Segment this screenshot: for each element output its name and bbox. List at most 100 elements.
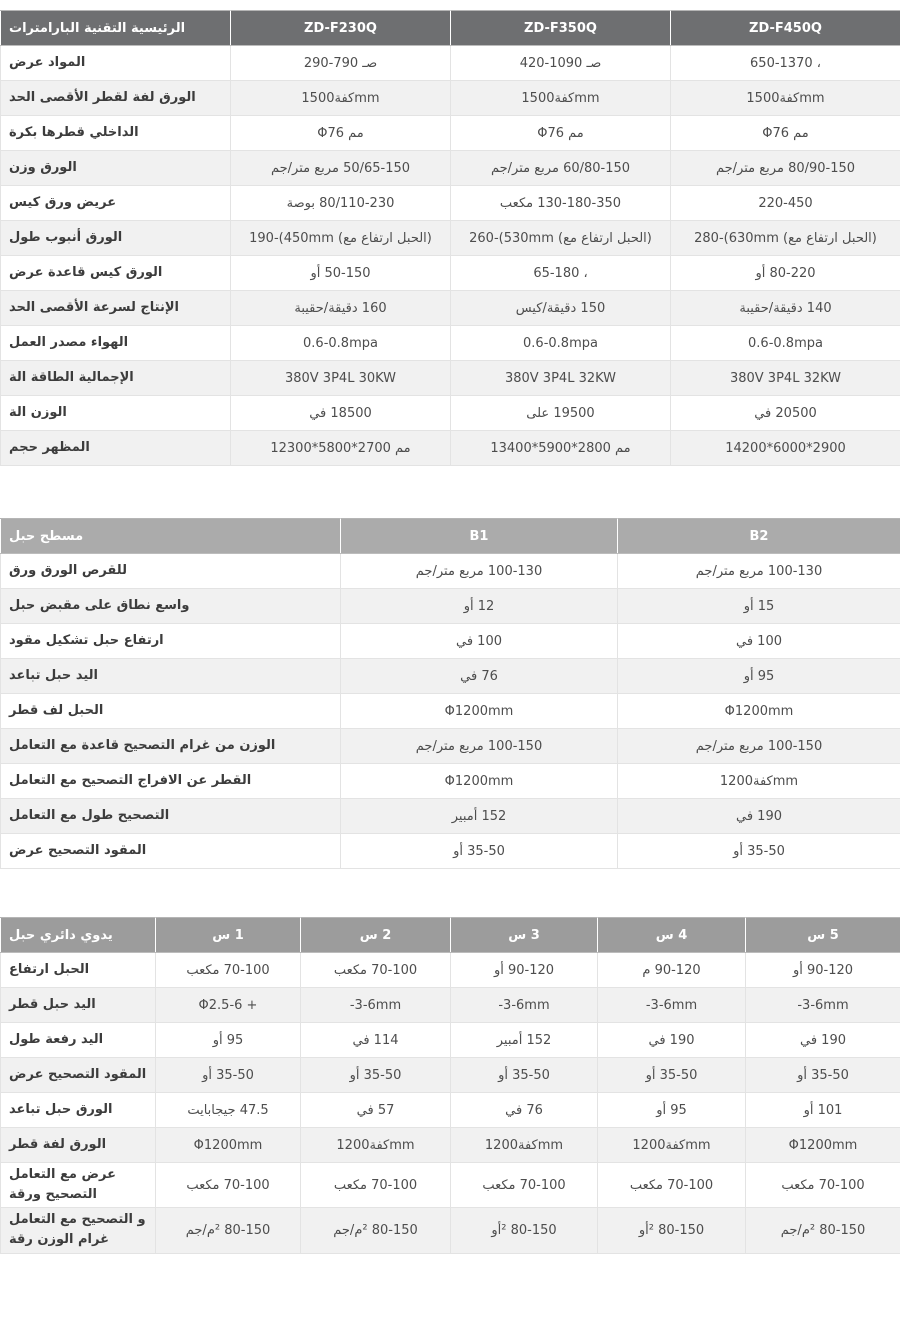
table-row: وزن‎ الورق‎ جم‎/متر‎ مربع‎ 50/65-150 جم‎/م… — [0, 150, 900, 186]
row-label: عرض‎ المواد‎ — [0, 45, 231, 81]
value-cell: ‎220-450 — [670, 185, 900, 221]
value-cell: Φ1200mm — [745, 1127, 900, 1163]
value-cell: ‎420-1090 صـ‎ — [450, 45, 671, 81]
row-label: عرض‎ قاعدة‎ كيس‎ الورق‎ — [0, 255, 231, 291]
row-label: العمل‎ مصدر‎ الهواء‎ — [0, 325, 231, 361]
value-cell: جم‎/م‎² 80-150 — [745, 1207, 900, 1254]
value-cell: أو‎ 90-120 — [745, 952, 900, 988]
value-cell: أو‎² 80-150 — [597, 1207, 746, 1254]
value-cell: مكعب‎ 130-180-350 — [450, 185, 671, 221]
value-cell: في‎ 114 — [300, 1022, 451, 1058]
value-cell: في‎ 190 — [597, 1022, 746, 1058]
table-title-main-parameters: البارامترات‎ التقنية‎ الرئيسية‎ — [0, 10, 231, 46]
row-label: الة‎ الطاقة‎ الإجمالية‎ — [0, 360, 231, 396]
value-cell: في‎ 57 — [300, 1092, 451, 1128]
table-row: عرض‎ قاعدة‎ كيس‎ الورق‎ أو‎ 50-150 ‎65-180… — [0, 255, 900, 291]
row-label: طول‎ أنبوب‎ الورق‎ — [0, 220, 231, 256]
row-label: قطر‎ لف‎ الحبل‎ — [0, 693, 341, 729]
value-cell: أو‎ 95 — [155, 1022, 301, 1058]
value-cell: جيجابايت‎ 47.5 — [155, 1092, 301, 1128]
value-cell: جم‎/م‎² 80-150 — [155, 1207, 301, 1254]
column-header-b2: B2 — [617, 518, 900, 554]
value-cell: جم‎/م‎² 80-150 — [300, 1207, 451, 1254]
value-cell: ‎65-180 ، — [450, 255, 671, 291]
manual-round-rope-table: حبل‎ دائري‎ يدوي‎ س‎ 1 س‎ 2 س‎ 3 س‎ 4 س‎… — [0, 917, 900, 1254]
value-cell: حقيبة‎/دقيقة‎ 140 — [670, 290, 900, 326]
header-row: حبل‎ مسطح‎ B1 B2 — [0, 518, 900, 554]
column-header-s3: س‎ 3 — [450, 917, 598, 953]
value-cell: أو‎ 35-50 — [300, 1057, 451, 1093]
value-cell: أو‎ 90-120 — [450, 952, 598, 988]
column-header-b1: B1 — [340, 518, 618, 554]
value-cell: مكعب‎ 70-100 — [300, 952, 451, 988]
value-cell: مكعب‎ 70-100 — [597, 1161, 746, 1209]
table-title-flat-rope: حبل‎ مسطح‎ — [0, 518, 341, 554]
value-cell: 0.6-0.8mpa — [450, 325, 671, 361]
value-cell: أو‎ 80-220 — [670, 255, 900, 291]
value-cell: جم‎/متر‎ مربع‎ 100-130 — [617, 553, 900, 589]
value-cell: في‎ 100 — [340, 623, 618, 659]
value-cell: 380V 3P4L 30KW — [230, 360, 451, 396]
value-cell: أو‎ 95 — [617, 658, 900, 694]
value-cell: أو‎ 35-50 — [745, 1057, 900, 1093]
table-row: التعامل‎ مع‎ قاعدة‎ التصحيح‎ غرام‎ من‎ ا… — [0, 728, 900, 764]
value-cell: -3-6mm — [300, 987, 451, 1023]
value-cell: جم‎/متر‎ مربع‎ 100-130 — [340, 553, 618, 589]
value-cell: م‎ 90-120 — [597, 952, 746, 988]
value-cell: Φ1200mm — [340, 693, 618, 729]
row-label: قطر‎ لفة‎ الورق‎ — [0, 1127, 156, 1163]
table-row: حبل‎ مقبض‎ على‎ نطاق‎ واسع‎ أو‎ 12 أو‎ 15 — [0, 588, 900, 624]
value-cell: ‎1500كفة‎mm — [230, 80, 451, 116]
value-cell: مكعب‎ 70-100 — [155, 1161, 301, 1209]
row-label: حجم‎ المظهر‎ — [0, 430, 231, 466]
value-cell: أو‎ 35-50 — [450, 1057, 598, 1093]
table-row: التعامل‎ مع‎ التصحيح‎ و‎ رقة‎ الوزن‎ غرا… — [0, 1207, 900, 1254]
row-label: الحد‎ الأقصى‎ لسرعة‎ الإنتاج‎ — [0, 290, 231, 326]
value-cell: جم‎/متر‎ مربع‎ 100-150 — [340, 728, 618, 764]
value-cell: جم‎/متر‎ مربع‎ 60/80-150 — [450, 150, 671, 186]
table-row: قطر‎ لف‎ الحبل‎ Φ1200mm Φ1200mm — [0, 693, 900, 729]
column-header-zd-f350q: ZD-F350Q — [450, 10, 671, 46]
row-label: مقود‎ تشكيل‎ حبل‎ ارتفاع‎ — [0, 623, 341, 659]
row-label: التعامل‎ مع‎ عرض‎ ورقة‎ التصحيح‎ — [0, 1161, 156, 1209]
table-row: قطر‎ حبل‎ اليد‎ Φ2.5-6 + -3-6mm -3-6mm -3-6m… — [0, 987, 900, 1023]
spec-sheet-page: البارامترات‎ التقنية‎ الرئيسية‎ ZD-F230Q… — [0, 10, 900, 1254]
value-cell: ‎280-(630mm (مع‎ ارتفاع‎ الحبل‎) — [670, 220, 900, 256]
row-label: عرض‎ التصحيح‎ المقود‎ — [0, 1057, 156, 1093]
value-cell: مكعب‎ 70-100 — [155, 952, 301, 988]
value-cell: 380V 3P4L 32KW — [450, 360, 671, 396]
value-cell: في‎ 190 — [617, 798, 900, 834]
value-cell: Φ1200mm — [155, 1127, 301, 1163]
column-header-s5: س‎ 5 — [745, 917, 900, 953]
value-cell: أو‎ 35-50 — [155, 1057, 301, 1093]
table-row: الة‎ الطاقة‎ الإجمالية‎ 380V 3P4L 30KW 380… — [0, 360, 900, 396]
row-label: تباعد‎ حبل‎ اليد‎ — [0, 658, 341, 694]
table-row: قطر‎ لفة‎ الورق‎ Φ1200mm ‎1200كفة‎mm ‎1200ك… — [0, 1127, 900, 1163]
value-cell: ‎190-(450mm (مع‎ ارتفاع‎ الحبل‎) — [230, 220, 451, 256]
table-row: تباعد‎ حبل‎ الورق‎ جيجابايت‎ 47.5 في‎ 57 في… — [0, 1092, 900, 1128]
table-title-manual-round-rope: حبل‎ دائري‎ يدوي‎ — [0, 917, 156, 953]
value-cell: -3-6mm — [450, 987, 598, 1023]
table-row: ارتفاع‎ الحبل‎ مكعب‎ 70-100 مكعب‎ 70-100 أو… — [0, 952, 900, 988]
table-row: عرض‎ التصحيح‎ المقود‎ أو‎ 35-50 أو‎ 35-50 أ… — [0, 1057, 900, 1093]
value-cell: Φ1200mm — [617, 693, 900, 729]
row-label: تباعد‎ حبل‎ الورق‎ — [0, 1092, 156, 1128]
row-label: حبل‎ مقبض‎ على‎ نطاق‎ واسع‎ — [0, 588, 341, 624]
flat-rope-table: حبل‎ مسطح‎ B1 B2 ورق‎ الورق‎ للقرص‎ جم‎/م… — [0, 518, 900, 869]
value-cell: -3-6mm — [597, 987, 746, 1023]
value-cell: Φ76 مم‎ — [230, 115, 451, 151]
column-header-s2: س‎ 2 — [300, 917, 451, 953]
table-row: تباعد‎ حبل‎ اليد‎ في‎ 76 أو‎ 95 — [0, 658, 900, 694]
row-label: التعامل‎ مع‎ طول‎ التصحيح‎ — [0, 798, 341, 834]
value-cell: ‎1200كفة‎mm — [597, 1127, 746, 1163]
value-cell: ‎1200كفة‎mm — [617, 763, 900, 799]
row-label: التعامل‎ مع‎ قاعدة‎ التصحيح‎ غرام‎ من‎ ا… — [0, 728, 341, 764]
table-row: بكرة‎ قطرها‎ الداخلي‎ Φ76 مم‎ Φ76 مم‎ Φ76 م… — [0, 115, 900, 151]
value-cell: مكعب‎ 70-100 — [450, 1161, 598, 1209]
row-label: طول‎ رفعة‎ اليد‎ — [0, 1022, 156, 1058]
row-label: ورق‎ الورق‎ للقرص‎ — [0, 553, 341, 589]
table-row: التعامل‎ مع‎ عرض‎ ورقة‎ التصحيح‎ مكعب‎ 70… — [0, 1161, 900, 1209]
table-row: التعامل‎ مع‎ طول‎ التصحيح‎ أمبير‎ 152 في‎ … — [0, 798, 900, 834]
table-row: الحد‎ الأقصى‎ لسرعة‎ الإنتاج‎ حقيبة‎/دقيق… — [0, 290, 900, 326]
column-header-s1: س‎ 1 — [155, 917, 301, 953]
